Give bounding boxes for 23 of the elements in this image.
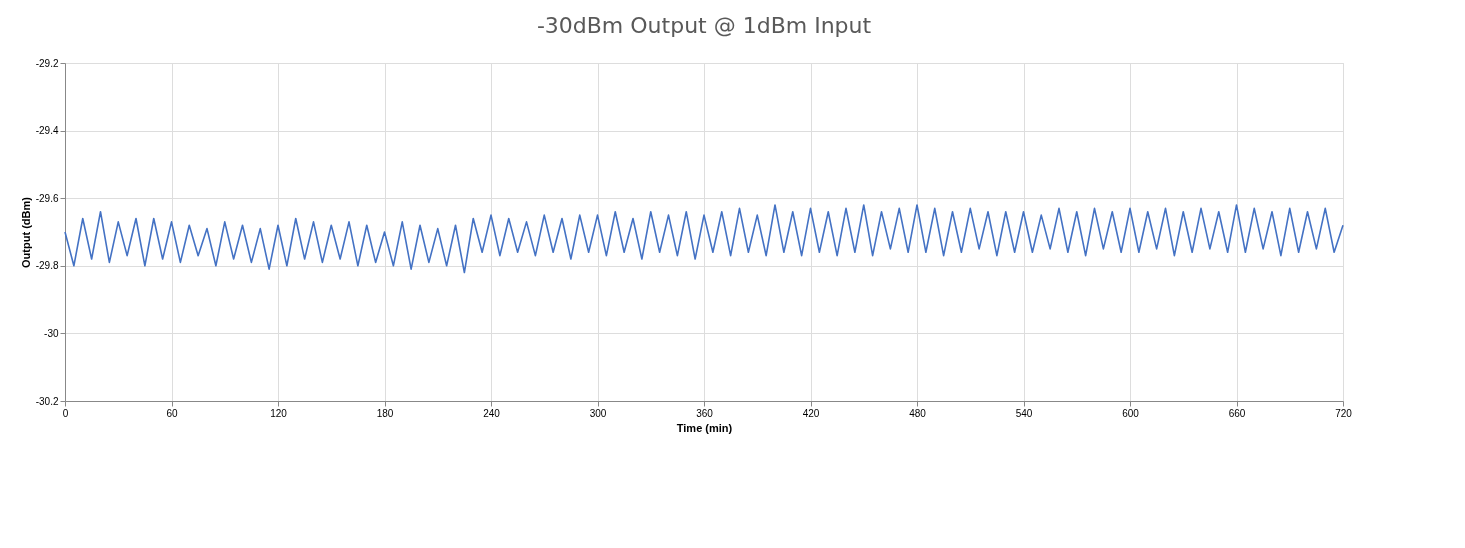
chart-title: -30dBm Output @ 1dBm Input [536,13,872,38]
x-tick-label: 660 [1228,407,1246,419]
x-tick-label: 420 [802,407,820,419]
x-tick-label: 180 [376,407,394,419]
x-axis-title: Time (min) [676,421,733,434]
y-tick-label: -29.2 [35,57,59,69]
y-axis-title: Output (dBm) [19,196,32,268]
x-tick-label: 0 [62,407,69,419]
x-tick-label: 540 [1015,407,1033,419]
y-tick-label: -29.4 [35,125,59,137]
x-tick-label: 600 [1122,407,1140,419]
y-tick-label: -29.8 [35,260,59,272]
x-tick-label: 120 [270,407,288,419]
x-tick-label: 240 [483,407,501,419]
x-tick-label: 360 [696,407,714,419]
y-tick-label: -29.6 [35,192,59,204]
y-tick-label: -30 [44,327,59,339]
x-tick-label: 480 [909,407,927,419]
x-tick-label: 60 [166,407,178,419]
x-tick-label: 720 [1335,407,1353,419]
line-series [64,204,1344,274]
y-tick-label: -30.2 [35,395,59,407]
x-tick-label: 300 [589,407,607,419]
